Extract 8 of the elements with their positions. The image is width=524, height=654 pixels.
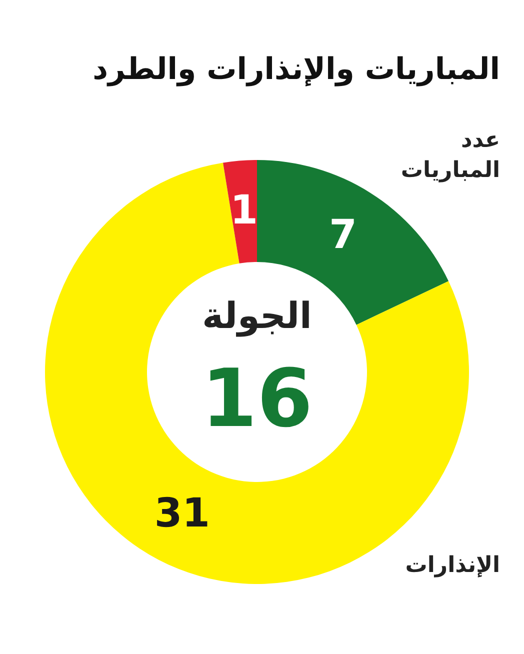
chart-title: المباريات والإنذارات والطرد	[92, 52, 500, 87]
text: 16	[201, 352, 313, 445]
data-label: 31	[154, 490, 210, 537]
slice-label: عدد المباريات	[400, 128, 500, 183]
data-label: 1	[230, 188, 258, 234]
slice-label: الإنذارات	[405, 553, 500, 578]
data-label: 7	[329, 212, 357, 258]
text: الجولة	[202, 296, 312, 337]
